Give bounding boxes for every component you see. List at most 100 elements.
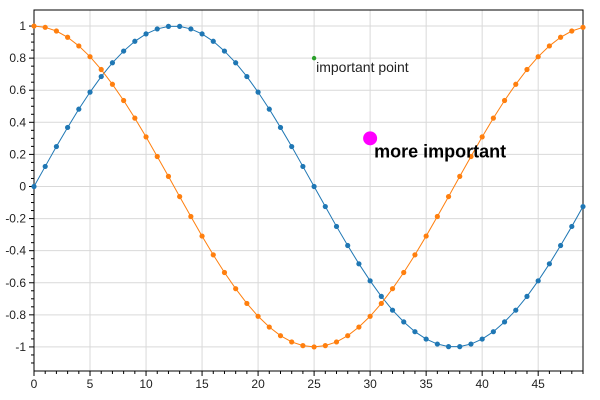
- data-point: [580, 24, 586, 30]
- data-point: [490, 115, 496, 121]
- data-point: [300, 343, 306, 349]
- x-tick-label: 15: [195, 377, 209, 391]
- data-point: [557, 34, 564, 40]
- data-point: [322, 343, 328, 349]
- data-point: [580, 203, 586, 210]
- data-point: [109, 60, 116, 66]
- data-point: [333, 339, 340, 345]
- data-point: [289, 339, 295, 345]
- data-point: [154, 153, 160, 160]
- data-point: [53, 143, 60, 150]
- data-point: [154, 26, 160, 32]
- data-point: [109, 81, 116, 87]
- data-point: [367, 278, 373, 284]
- data-point: [378, 293, 384, 299]
- y-tick-label: -0.8: [5, 308, 26, 322]
- x-tick-label: 40: [475, 377, 489, 391]
- data-point: [177, 23, 183, 29]
- data-point: [524, 66, 530, 73]
- data-point: [289, 143, 295, 150]
- data-point: [468, 153, 474, 160]
- data-point: [98, 66, 104, 73]
- data-point: [412, 252, 418, 258]
- data-point: [569, 28, 575, 34]
- data-point: [255, 89, 261, 95]
- data-point: [132, 115, 138, 121]
- data-point: [98, 73, 104, 80]
- data-point: [401, 269, 407, 276]
- data-point: [266, 324, 272, 330]
- data-point: [434, 213, 440, 220]
- data-point: [188, 26, 194, 32]
- grid-lines: [33, 10, 583, 371]
- data-point: [76, 106, 82, 112]
- data-point: [233, 60, 239, 66]
- y-tick-label: -0.2: [5, 212, 26, 226]
- annotation-label: more important: [374, 141, 506, 161]
- data-point: [132, 38, 138, 44]
- y-tick-label: -0.4: [5, 244, 26, 258]
- data-point: [221, 269, 228, 276]
- data-point: [501, 319, 508, 325]
- data-point: [277, 333, 284, 339]
- y-tick-label: -1: [15, 340, 26, 354]
- data-point: [311, 183, 317, 190]
- data-point: [557, 242, 564, 249]
- data-point: [143, 31, 149, 37]
- data-point: [490, 329, 496, 335]
- axes: 0 5 10 15 20 25 30 35 40 45 1 0.8 0.6 0.4 0.2 0 -0.2 -0.4…: [5, 19, 584, 391]
- data-point: [42, 24, 48, 30]
- data-point: [143, 134, 149, 140]
- data-point: [199, 31, 205, 37]
- annotation-marker: [311, 55, 317, 61]
- data-point: [345, 242, 351, 249]
- data-point: [434, 341, 440, 347]
- data-point: [401, 319, 407, 325]
- annotation-label: important point: [316, 59, 409, 75]
- data-point: [423, 233, 429, 239]
- data-point: [188, 213, 194, 220]
- data-point: [165, 173, 172, 179]
- data-point: [513, 307, 519, 313]
- x-tick-label: 5: [87, 377, 94, 391]
- data-point: [378, 300, 384, 307]
- y-tick-label: 0.4: [9, 115, 26, 129]
- data-point: [53, 28, 60, 34]
- data-point: [244, 73, 250, 80]
- data-point: [356, 261, 362, 267]
- data-point: [87, 89, 93, 95]
- data-point: [121, 97, 127, 104]
- annotations: important point more important: [311, 55, 506, 161]
- y-tick-label: 0: [19, 179, 26, 193]
- y-tick-label: -0.6: [5, 276, 26, 290]
- data-point: [423, 336, 429, 342]
- data-point: [121, 48, 127, 54]
- data-point: [177, 193, 183, 200]
- data-point: [345, 333, 351, 339]
- data-point: [165, 23, 172, 29]
- x-tick-label: 30: [363, 377, 377, 391]
- data-point: [42, 163, 48, 170]
- x-tick-label: 25: [307, 377, 321, 391]
- x-tick-label: 0: [31, 377, 38, 391]
- data-point: [65, 34, 71, 40]
- data-point: [87, 54, 93, 60]
- y-tick-label: 0.6: [9, 83, 26, 97]
- plot-frame: [33, 9, 584, 372]
- data-point: [233, 286, 239, 292]
- data-point: [31, 23, 37, 29]
- data-point: [210, 38, 216, 44]
- data-point: [76, 43, 82, 49]
- data-point: [311, 344, 317, 350]
- data-point: [501, 97, 508, 104]
- data-point: [412, 329, 418, 335]
- data-point: [479, 134, 485, 140]
- data-point: [255, 313, 261, 319]
- data-point: [210, 252, 216, 258]
- data-point: [65, 124, 71, 131]
- data-point: [333, 223, 340, 230]
- data-point: [524, 293, 530, 299]
- data-point: [266, 106, 272, 112]
- data-point: [277, 124, 284, 131]
